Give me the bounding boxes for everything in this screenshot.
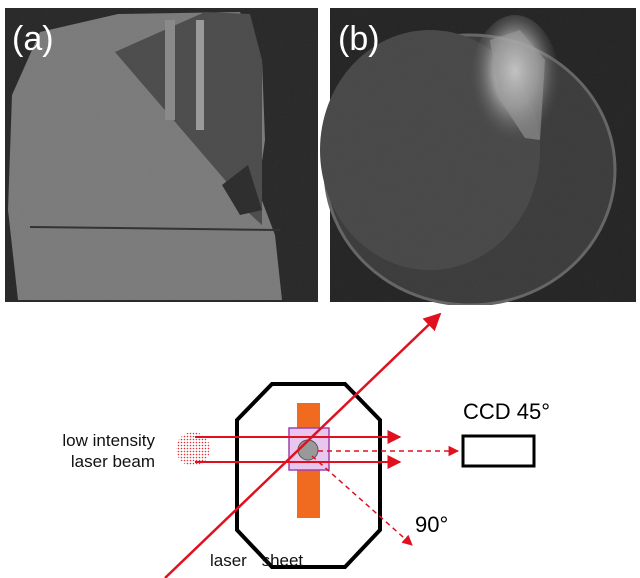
sample — [297, 439, 319, 461]
laser-sheet — [164, 312, 442, 578]
electrode — [297, 466, 320, 518]
beam-label: low intensity — [62, 431, 155, 450]
panel-label: (a) — [12, 20, 54, 58]
photo-a — [5, 8, 318, 302]
scatter-90 — [311, 455, 413, 546]
ccd — [461, 434, 536, 468]
camera-label: CCD 45° — [463, 399, 550, 424]
beam-label: laser beam — [71, 452, 155, 471]
chamber — [235, 382, 382, 569]
beam-spot — [176, 432, 210, 466]
setup-diagram — [164, 312, 536, 578]
angle-label: 90° — [415, 512, 448, 537]
sheet-label: laser sheet — [210, 551, 303, 570]
photo-b — [320, 8, 636, 307]
panel-label: (b) — [338, 20, 380, 58]
